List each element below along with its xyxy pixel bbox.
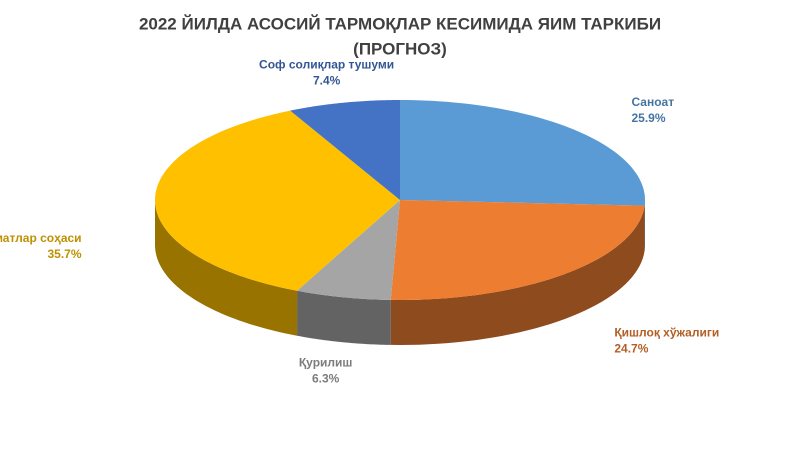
pie-slice [297, 200, 400, 300]
pie-side [390, 205, 645, 345]
category-label: Саноат [631, 95, 674, 109]
value-label: 25.9% [631, 111, 665, 125]
pie-side [155, 200, 298, 336]
category-label: Қишлоқ хўжалиги [614, 325, 719, 339]
pie-slice [290, 100, 400, 200]
pie-slice [155, 110, 400, 291]
category-label: Қурилиш [299, 356, 353, 370]
chart-subtitle: (ПРОГНОЗ) [353, 39, 447, 58]
pie-slice [390, 200, 645, 300]
value-label: 24.7% [614, 341, 648, 355]
value-label: 6.3% [312, 372, 340, 386]
pie-slice [400, 100, 645, 206]
value-label: 35.7% [48, 247, 82, 261]
category-label: Хизматлар соҳаси [0, 231, 82, 245]
value-label: 7.4% [313, 74, 341, 88]
chart-title: 2022 ЙИЛДА АСОСИЙ ТАРМОҚЛАР КЕСИМИДА ЯИМ… [139, 14, 661, 33]
category-label: Соф солиқлар тушуми [259, 58, 394, 72]
pie-side [297, 290, 391, 345]
